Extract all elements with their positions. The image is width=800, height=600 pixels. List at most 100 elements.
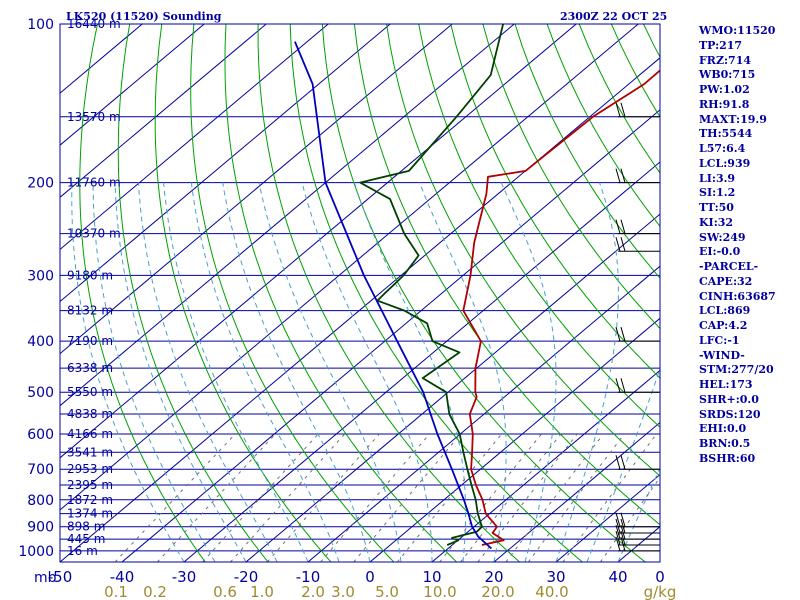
mixing-ratio-line [397,433,503,562]
index-item: RH:91.8 [699,97,750,111]
isotherm-line [60,24,329,251]
temperature-tick-label: 10 [422,568,441,586]
moist-adiabat [418,182,507,562]
mixing-ratio-line [599,476,660,562]
dry-adiabat [482,24,660,330]
wind-barb [615,518,660,534]
mixing-ratio-line [527,433,625,562]
moist-adiabat [617,466,660,562]
wind-barb-flag [620,518,626,534]
moist-adiabat [71,182,185,562]
dry-adiabat [79,24,206,562]
isotherm-line [60,24,515,407]
wind-barb-flag [620,512,626,527]
dry-adiabat [257,24,520,562]
mixing-ratio-line [157,433,276,562]
dry-adiabat [224,24,457,562]
wind-barb-flag [620,378,626,393]
height-label: 9180 m [67,268,113,282]
height-label: 6338 m [67,361,113,375]
index-item: EHI:0.0 [699,422,747,436]
height-label: 16 m [67,544,98,558]
index-item: HEL:173 [699,378,753,391]
moist-adiabat [301,182,433,562]
mixing-ratio-label: 0.6 [213,583,237,600]
wind-barb-flag [620,102,626,117]
pressure-label: 1000 [18,544,54,560]
height-label: 2395 m [67,478,113,492]
index-item: CAPE:32 [699,274,753,288]
index-item: SW:249 [699,230,746,244]
pressure-label: 200 [27,176,54,192]
moist-adiabat [138,182,278,562]
dry-adiabat [450,24,660,379]
mixing-ratio-line [320,433,430,562]
series-layer [294,24,660,550]
dry-adiabat [190,24,395,562]
height-label: 2953 m [67,462,113,476]
index-item: WMO:11520 [699,24,776,37]
temperature-tick-label: -30 [172,568,197,586]
pressure-label: 500 [27,385,54,401]
index-item: SRDS:120 [699,407,761,421]
isotherm-line [60,24,205,146]
temperature-line [462,69,660,546]
height-label: 5550 m [67,385,113,399]
index-item: -WIND- [699,348,745,362]
isotherm-line [369,317,660,562]
mixing-ratio-label: 0.2 [143,583,167,600]
height-label: 8132 m [67,304,113,318]
moist-adiabat [586,367,660,562]
temperature-tick-label: 40 [608,568,627,586]
valid-time: 2300Z 22 OCT 25 [560,10,668,23]
index-item: LCL:869 [699,304,751,318]
wind-barb-flag [620,455,626,470]
index-item: TH:5544 [699,127,753,141]
height-label: 1872 m [67,493,113,507]
mixing-ratio-line [505,433,604,562]
moist-adiabat [500,182,557,562]
isotherm-line [60,24,577,459]
isotherm-line [60,57,660,562]
index-item: L57:6.4 [699,142,746,155]
moist-adiabat [92,182,216,562]
isotherm-line [60,24,639,511]
index-item: MAXT:19.9 [699,112,767,126]
height-label: 11760 m [67,176,121,190]
dry-adiabat [154,24,332,562]
mixing-ratio-label: 10.0 [423,583,456,600]
moist-adiabat [353,182,467,562]
temperature-tick-label: -20 [234,568,259,586]
wind-barb-flag [615,524,621,540]
wind-barb-flag [615,455,621,470]
wind-barb-flag [620,219,626,234]
dry-adiabat [289,24,583,562]
isotherm-line [245,213,660,562]
height-label: 898 m [67,520,105,534]
dry-adiabat [772,24,800,562]
pressure-label: 600 [27,427,54,443]
station-title: LK520 (11520) Sounding [66,10,222,23]
temperature-tick-label: -10 [296,568,321,586]
mixing-ratio-line [202,433,319,562]
pressure-label: 300 [27,268,54,284]
index-item: BSHR:60 [699,451,756,465]
grid-layer [60,24,800,562]
moist-adiabat [114,182,247,562]
height-label: 445 m [67,532,105,546]
plot-frame [59,23,661,563]
temperature-tick-label: 0 [365,568,375,586]
wind-barb-flag [615,219,621,234]
index-item: EI:-0.0 [699,245,741,259]
height-label: 3541 m [67,445,113,459]
mixing-ratio-label: 5.0 [375,583,399,600]
height-label: 16440 m [67,17,121,31]
wind-barb [615,219,660,235]
index-item: -PARCEL- [699,260,759,273]
isotherm-line [493,421,660,562]
mixing-ratio-line [439,433,542,562]
moist-adiabat [163,182,309,562]
height-label: 13570 m [67,110,121,124]
wind-barb-flag [620,524,626,540]
isotherm-line [60,24,391,303]
